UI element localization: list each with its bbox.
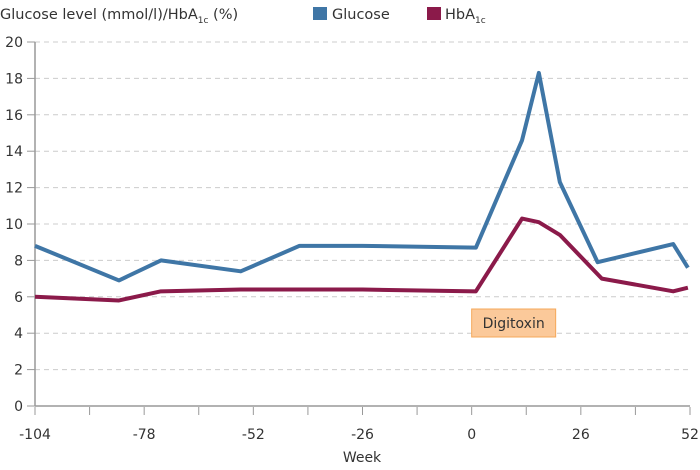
y-tick-label: 20 [5,35,23,51]
x-tick-label: 0 [467,427,476,443]
y-tick-label: 4 [14,326,23,342]
x-tick-label: -52 [242,427,265,443]
y-tick-label: 2 [14,363,23,379]
y-tick-label: 16 [5,108,23,124]
y-tick-label: 10 [5,217,23,233]
y-tick-label: 8 [14,253,23,269]
series-line-glucose [34,70,690,283]
x-axis-title: Week [343,450,382,466]
x-tick-label: 52 [681,427,699,443]
legend-label-hba1c: HbA1c [445,7,486,26]
y-tick-label: 14 [5,144,23,160]
y-tick-label: 0 [14,399,23,415]
y-tick-label: 12 [5,181,23,197]
x-tick-label: -104 [19,427,51,443]
y-tick-label: 6 [14,290,23,306]
annotation-box [471,308,557,338]
x-tick-label: -78 [133,427,156,443]
y-tick-label: 18 [5,71,23,87]
annotation-label: Digitoxin [483,316,545,332]
series-line-hba1c [34,216,689,303]
y-axis-title: Glucose level (mmol/l)/HbA1c (%) [0,7,238,26]
legend-swatch-hba1c [427,7,441,20]
x-tick-label: 26 [572,427,590,443]
legend: Glucose HbA1c [313,7,486,26]
legend-label-glucose: Glucose [332,7,390,23]
legend-swatch-glucose [313,7,327,20]
x-tick-label: -26 [351,427,374,443]
